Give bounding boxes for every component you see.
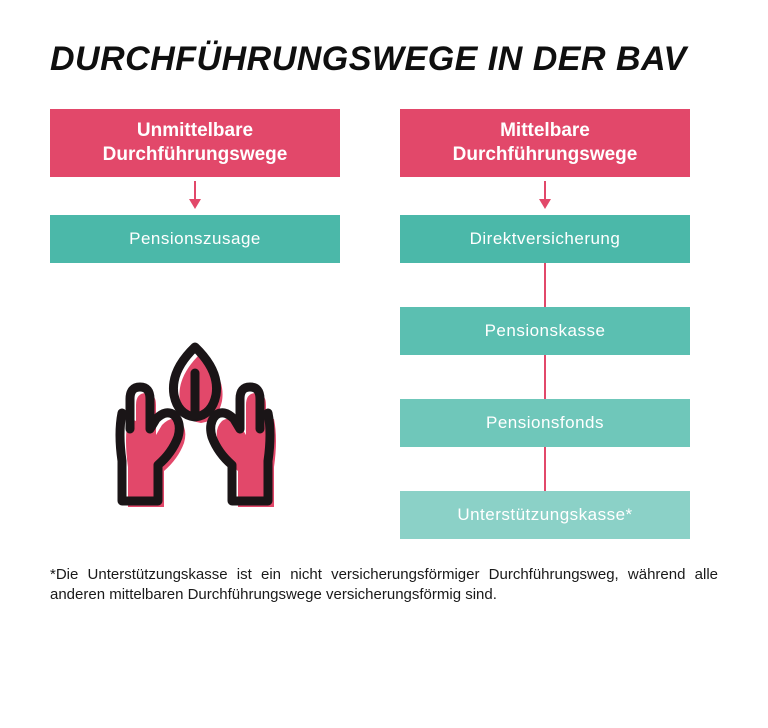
arrow-down-icon	[536, 181, 554, 209]
right-item-2-label: Pensionsfonds	[486, 412, 604, 433]
footnote: *Die Unterstützungskasse ist ein nicht v…	[50, 565, 718, 606]
left-column: Unmittelbare Durchführungswege Pensionsz…	[50, 109, 340, 539]
left-item-0-label: Pensionszusage	[129, 228, 261, 249]
left-header-line2: Durchführungswege	[103, 144, 288, 165]
left-header-line1: Unmittelbare	[137, 120, 253, 141]
right-item-1-label: Pensionskasse	[485, 320, 606, 341]
columns-container: Unmittelbare Durchführungswege Pensionsz…	[50, 109, 718, 539]
right-item-0: Direktversicherung	[400, 215, 690, 263]
left-header: Unmittelbare Durchführungswege	[50, 109, 340, 177]
right-item-3-label: Unterstützungskasse*	[457, 504, 632, 525]
right-item-1: Pensionskasse	[400, 307, 690, 355]
right-item-3: Unterstützungskasse*	[400, 491, 690, 539]
connector	[544, 447, 546, 491]
right-column: Mittelbare Durchführungswege Direktversi…	[400, 109, 690, 539]
left-item-0: Pensionszusage	[50, 215, 340, 263]
right-item-0-label: Direktversicherung	[470, 228, 621, 249]
connector	[544, 355, 546, 399]
page-title: DURCHFÜHRUNGSWEGE IN DER BAV	[50, 40, 718, 79]
arrow-down-icon	[186, 181, 204, 209]
right-item-2: Pensionsfonds	[400, 399, 690, 447]
right-header-line2: Durchführungswege	[453, 144, 638, 165]
connector	[544, 263, 546, 307]
right-header-line1: Mittelbare	[500, 120, 590, 141]
hands-leaf-icon	[100, 333, 290, 518]
right-header: Mittelbare Durchführungswege	[400, 109, 690, 177]
